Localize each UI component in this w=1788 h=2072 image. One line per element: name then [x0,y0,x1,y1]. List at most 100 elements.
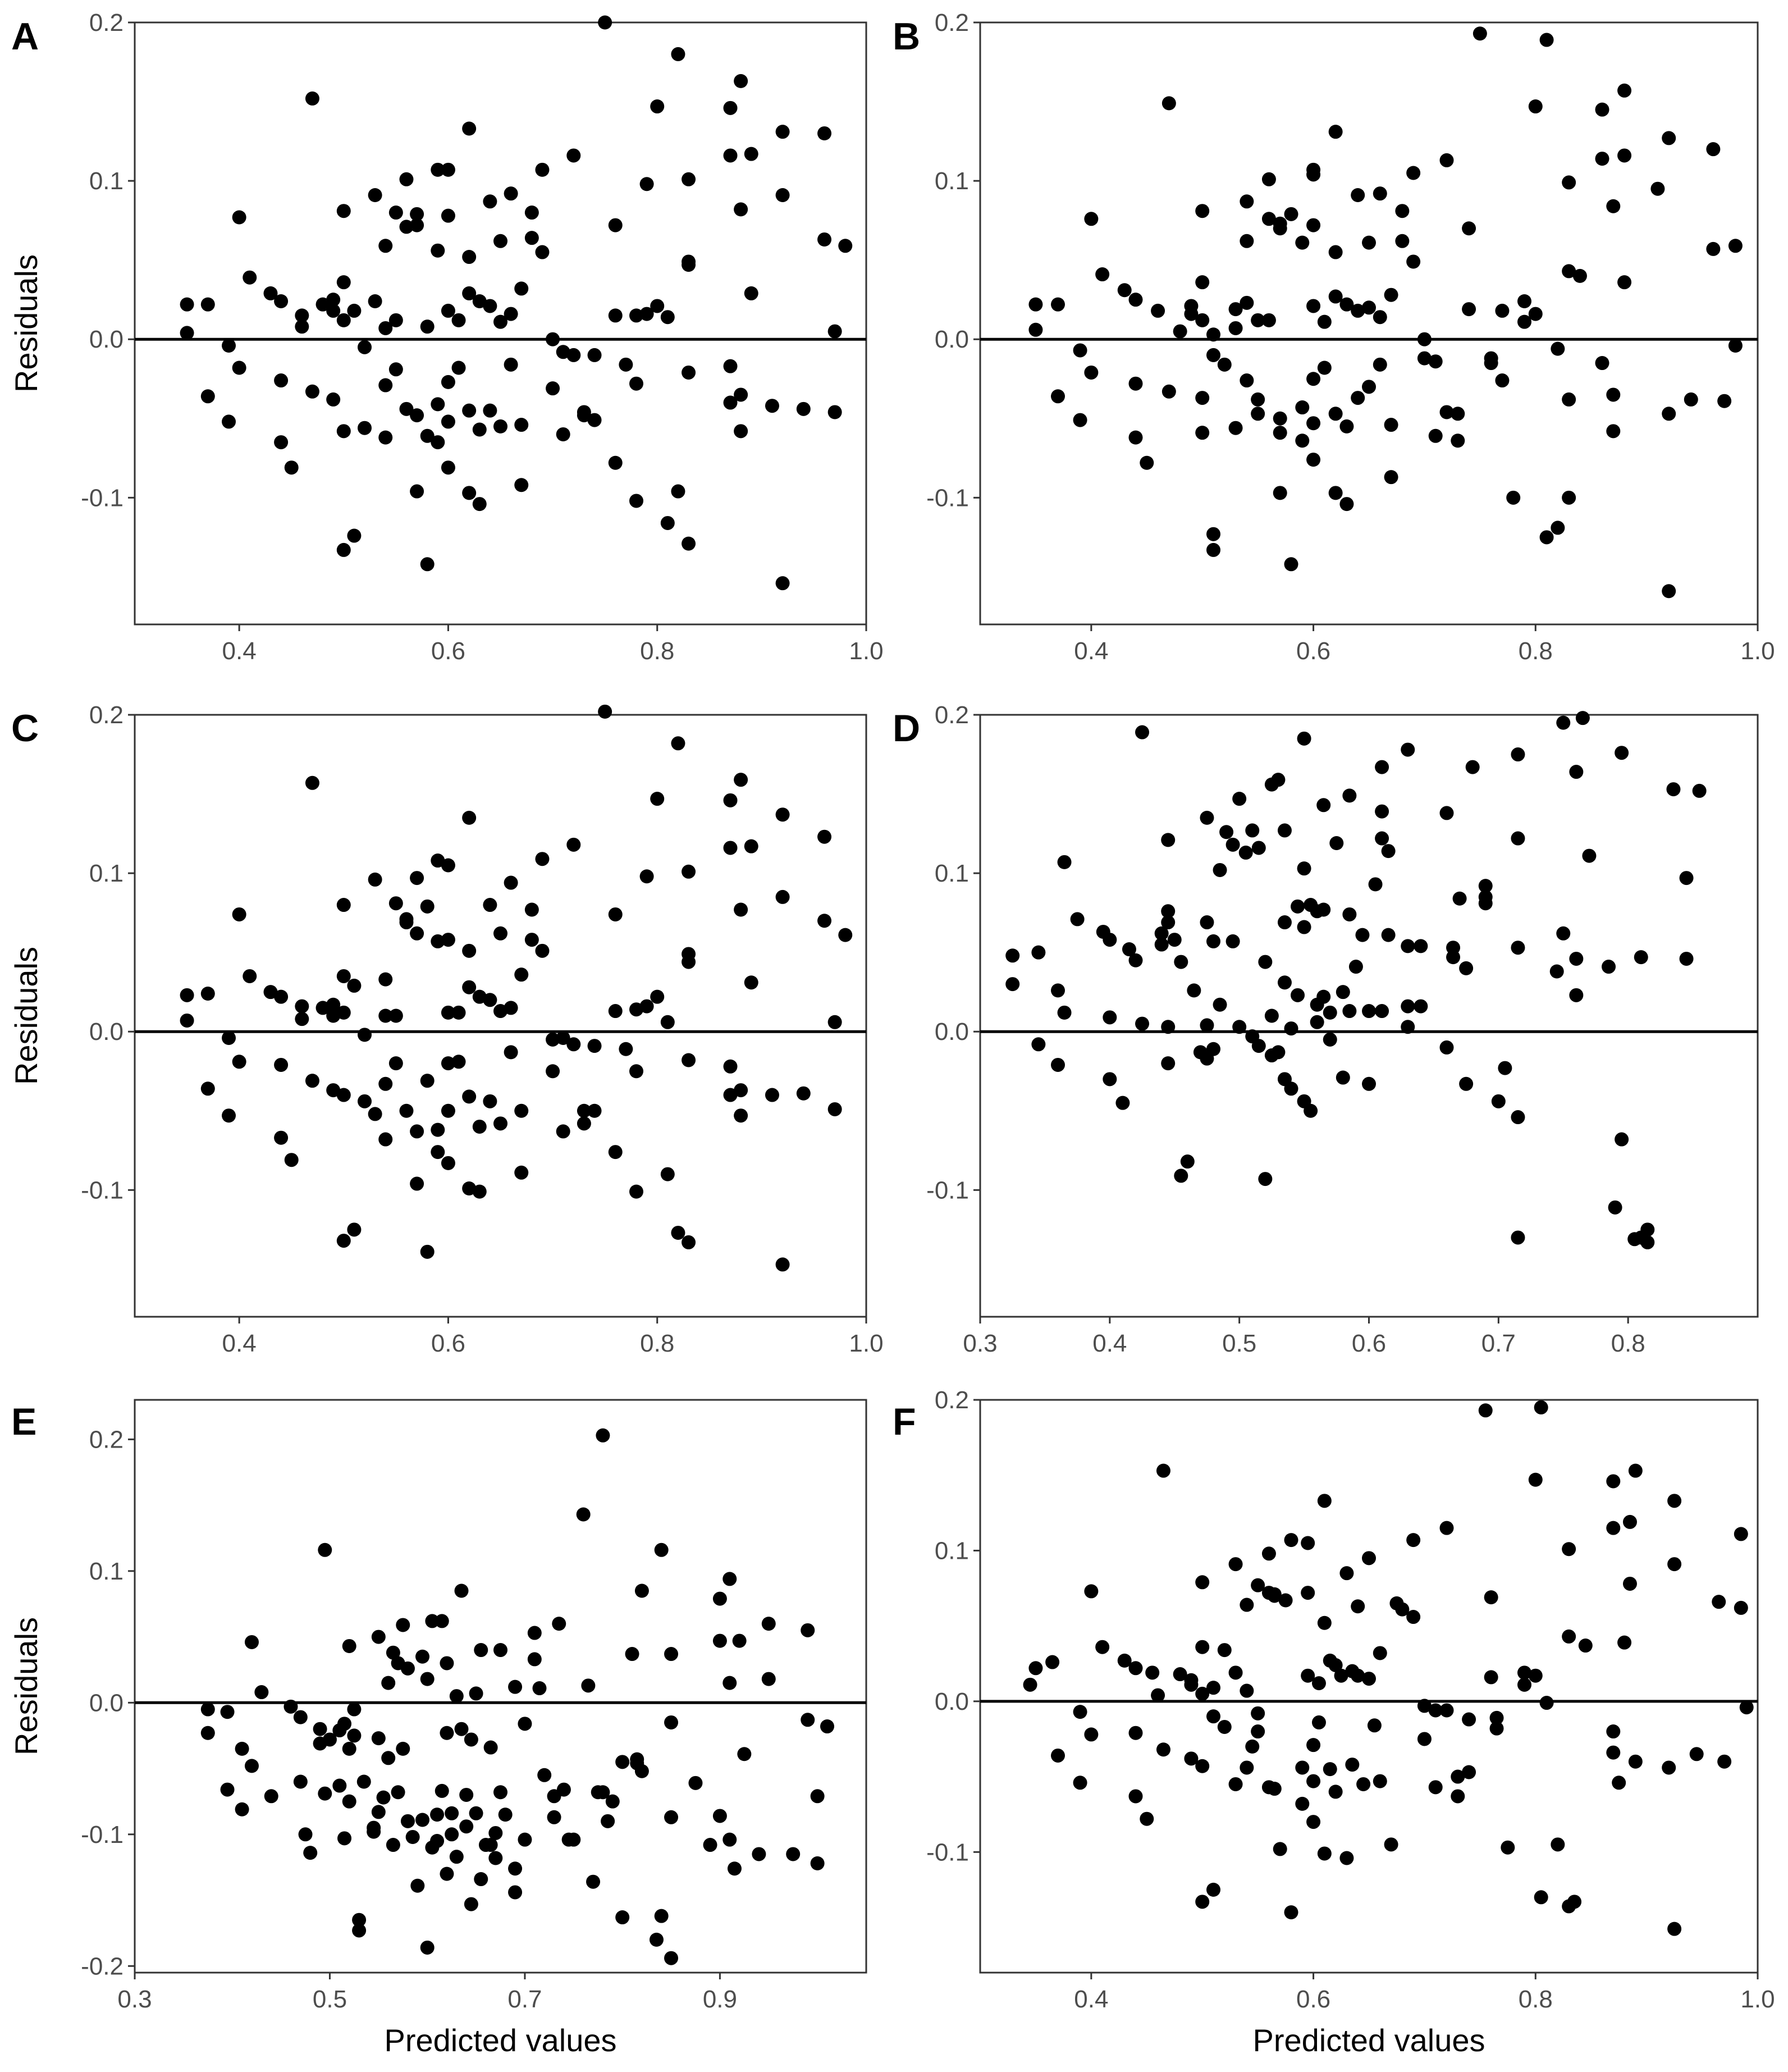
data-point [1606,424,1621,439]
panel-f: F -0.1 0.0 0.1 0.2 0.4 0.6 0.8 1.0 Predicted valu… [893,1386,1775,2058]
data-point [650,989,665,1004]
data-point [1373,1646,1387,1660]
data-point [493,1643,507,1658]
data-point [723,1088,738,1102]
data-point [326,303,341,318]
data-point [1328,245,1343,259]
x-tick-label: 0.9 [703,1986,737,2013]
x-tick-label: 0.6 [431,1330,465,1357]
data-point [1261,212,1276,226]
data-point [1251,1724,1265,1739]
data-point [1373,357,1387,372]
data-point [378,1132,393,1147]
data-point [295,308,309,323]
data-point [734,424,748,439]
data-point [1381,928,1396,942]
data-point [1306,453,1321,467]
data-point [1551,521,1565,535]
data-point [1367,1718,1382,1733]
y-tick-label: 0.2 [935,9,969,36]
data-point [420,1672,435,1686]
y-tick-label: -0.1 [81,1176,124,1204]
data-point [1484,356,1498,371]
data-point [524,933,539,947]
data-point [1662,1760,1676,1775]
y-tick-label: 0.1 [89,1558,124,1585]
data-point [1414,939,1428,953]
data-point [381,1676,396,1690]
data-point [1084,1584,1099,1599]
data-point [1606,387,1621,402]
data-point [303,1846,318,1860]
data-point [1452,891,1467,906]
x-tick-label: 0.5 [1222,1330,1256,1357]
data-point [1195,1640,1210,1654]
data-point [388,313,403,327]
data-point [1368,877,1383,892]
data-point [1439,1521,1454,1535]
data-point [336,1234,351,1248]
data-point [629,376,643,391]
data-point [1595,356,1609,371]
data-point [1195,1895,1210,1909]
data-point [200,1702,215,1717]
data-point [1339,497,1354,512]
data-point [601,1814,615,1828]
data-point [587,1103,602,1118]
data-point [388,1056,403,1071]
data-point [1666,782,1681,797]
data-point [1073,1705,1087,1719]
data-point [1562,1542,1576,1557]
data-point [462,121,477,136]
data-point [1167,933,1182,947]
data-point [376,1790,391,1805]
data-point [1375,804,1389,819]
data-point [518,1717,532,1731]
data-point [1306,1815,1321,1829]
data-point [1161,904,1176,919]
data-point [629,1064,643,1079]
data-point [608,308,623,323]
data-point [1258,955,1273,969]
data-point [1628,1463,1643,1478]
data-point [1362,300,1376,315]
data-point [723,1059,738,1074]
x-tick-label: 1.0 [1740,637,1775,665]
data-point [459,1787,474,1802]
data-point [734,1083,748,1098]
data-point [504,875,518,890]
data-point [420,1074,435,1088]
data-point [596,1428,610,1443]
data-point [1406,1610,1421,1624]
data-point [596,1785,610,1800]
data-point [1328,125,1343,139]
data-point [1351,391,1365,405]
data-point [1582,848,1597,863]
data-point [671,1225,685,1240]
data-point [283,1699,298,1714]
data-point [399,1103,414,1118]
data-point [1462,302,1476,317]
data-point [1267,1782,1282,1796]
data-point [1501,1840,1515,1855]
data-point [546,381,560,396]
data-point [1084,212,1099,226]
data-point [1336,985,1350,1000]
data-point [1073,1776,1087,1790]
data-point [1328,1785,1343,1799]
data-point [671,736,685,751]
panel-d: D -0.1 0.0 0.1 0.2 0.3 0.4 0.5 0.6 0.7 0.8 [893,701,1759,1357]
data-point [1317,1494,1332,1508]
data-point [1295,1760,1310,1775]
data-point [504,1001,518,1015]
data-point [801,1713,815,1727]
data-point [1154,926,1169,941]
data-point [472,1184,487,1199]
data-point [1336,1070,1350,1085]
data-point [1284,1533,1298,1548]
data-point [703,1838,717,1852]
data-point [399,401,414,416]
data-point [827,324,842,339]
data-point [222,1108,236,1123]
data-point [441,460,455,475]
